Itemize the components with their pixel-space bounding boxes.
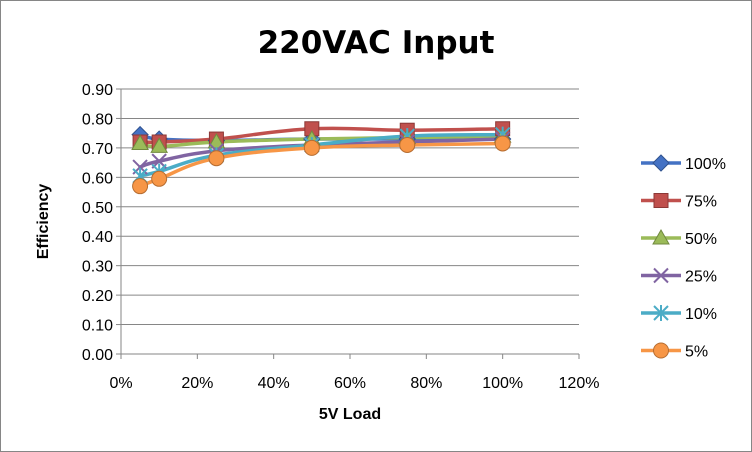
x-tick-label: 120% — [559, 375, 600, 392]
y-axis-title: Efficiency — [35, 184, 52, 260]
legend-marker-50% — [652, 228, 670, 245]
legend-label: 25% — [685, 269, 717, 286]
legend-marker-25% — [653, 267, 669, 284]
y-tick-label: 0.30 — [82, 259, 113, 276]
x-tick-label: 20% — [181, 375, 213, 392]
legend-label: 100% — [685, 156, 726, 173]
y-tick-label: 0.40 — [82, 229, 113, 246]
x-axis-title: 5V Load — [319, 406, 381, 423]
data-point-5% — [151, 170, 168, 187]
x-tick-label: 0% — [109, 375, 132, 392]
data-point-5% — [132, 178, 149, 195]
legend-label: 75% — [685, 194, 717, 211]
data-point-50% — [150, 137, 169, 153]
legend-marker-100% — [652, 154, 670, 172]
y-tick-label: 0.20 — [82, 288, 113, 305]
legend-marker-75% — [653, 193, 669, 208]
legend-label: 50% — [685, 231, 717, 248]
data-point-5% — [303, 139, 320, 156]
data-point-5% — [208, 150, 225, 167]
legend-label: 5% — [685, 344, 708, 361]
legend-label: 10% — [685, 306, 717, 323]
legend-marker-10% — [653, 305, 669, 321]
data-point-50% — [131, 134, 149, 150]
x-tick-label: 100% — [482, 375, 523, 392]
series-line-5% — [138, 141, 505, 188]
y-tick-label: 0.60 — [82, 170, 113, 187]
x-tick-label: 40% — [258, 375, 290, 392]
y-tick-label: 0.80 — [82, 111, 113, 128]
legend-marker-5% — [653, 342, 669, 359]
y-tick-label: 0.70 — [82, 141, 113, 158]
chart-title: 220VAC Input — [258, 25, 495, 61]
y-tick-label: 0.00 — [82, 347, 113, 364]
x-tick-label: 60% — [334, 375, 366, 392]
y-tick-label: 0.50 — [82, 200, 113, 217]
data-point-5% — [399, 136, 416, 153]
x-tick-label: 80% — [410, 375, 442, 392]
data-point-5% — [494, 135, 511, 152]
y-tick-label: 0.90 — [82, 82, 113, 99]
y-tick-label: 0.10 — [82, 318, 113, 335]
